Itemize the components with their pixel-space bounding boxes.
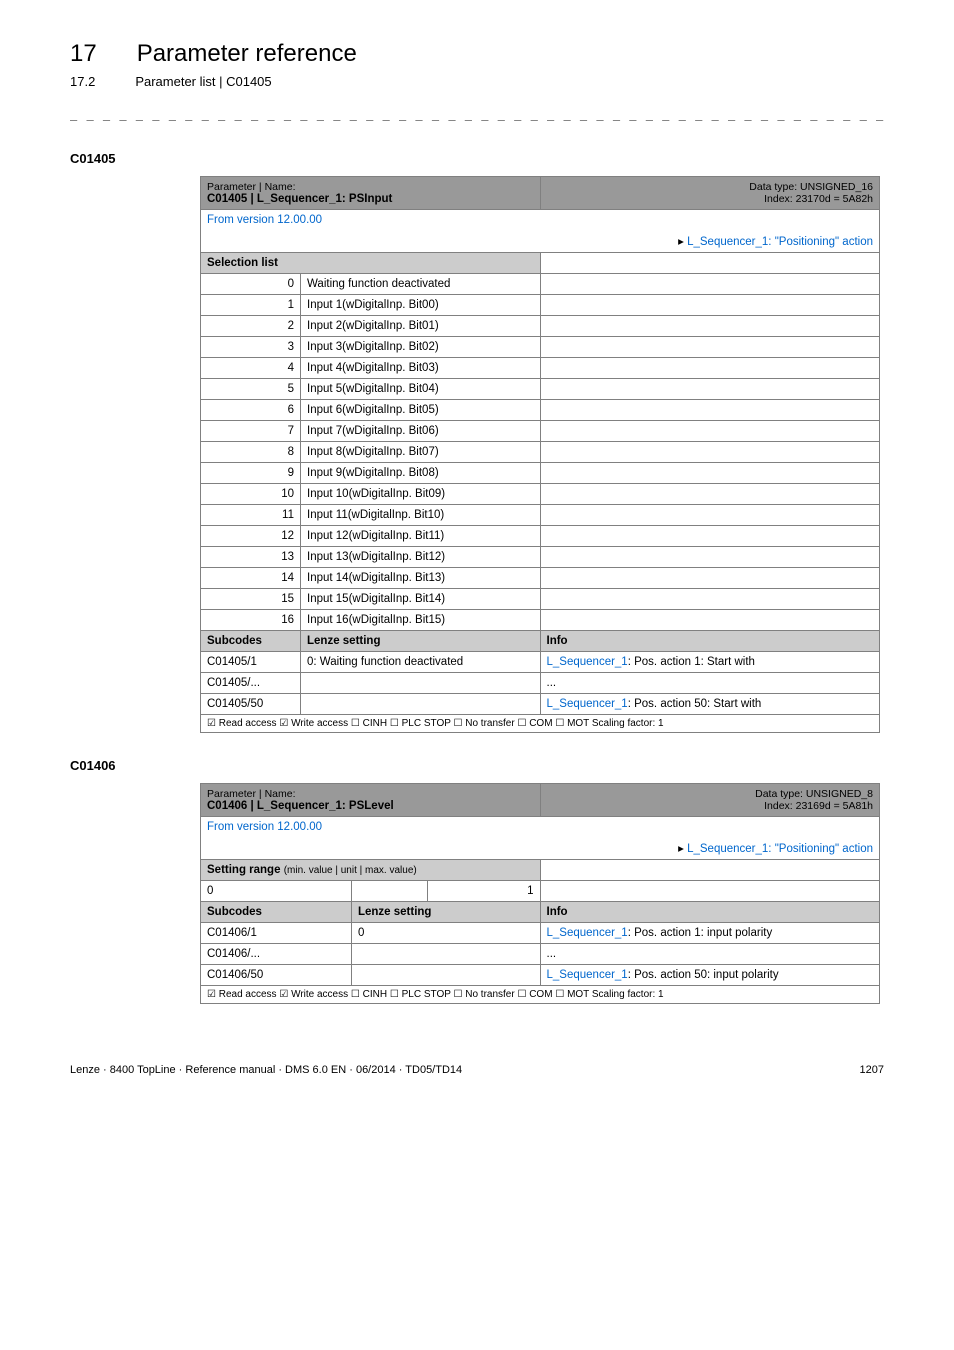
c01406-heading: C01406 bbox=[70, 758, 884, 773]
selection-index: 11 bbox=[201, 505, 301, 526]
info-cell: ... bbox=[540, 944, 880, 965]
info-cell: ... bbox=[540, 673, 880, 694]
selection-value: Input 14(wDigitalInp. Bit13) bbox=[301, 568, 541, 589]
setting-range-label: Setting range bbox=[207, 864, 284, 876]
lenze-setting: 0: Waiting function deactivated bbox=[301, 652, 541, 673]
lenze-setting bbox=[301, 694, 541, 715]
selection-value: Input 10(wDigitalInp. Bit09) bbox=[301, 484, 541, 505]
chapter-number: 17 bbox=[70, 40, 97, 68]
selection-index: 5 bbox=[201, 379, 301, 400]
selection-value: Input 4(wDigitalInp. Bit03) bbox=[301, 358, 541, 379]
param-name: C01406 | L_Sequencer_1: PSLevel bbox=[207, 800, 394, 812]
selection-index: 9 bbox=[201, 463, 301, 484]
selection-value: Input 11(wDigitalInp. Bit10) bbox=[301, 505, 541, 526]
triangle-icon: ▸ bbox=[678, 236, 687, 248]
selection-value: Input 15(wDigitalInp. Bit14) bbox=[301, 589, 541, 610]
positioning-link[interactable]: L_Sequencer_1: "Positioning" action bbox=[687, 843, 873, 855]
param-name: C01405 | L_Sequencer_1: PSInput bbox=[207, 193, 392, 205]
selection-value: Input 5(wDigitalInp. Bit04) bbox=[301, 379, 541, 400]
footer-left: Lenze · 8400 TopLine · Reference manual … bbox=[70, 1064, 462, 1076]
selection-index: 12 bbox=[201, 526, 301, 547]
selection-index: 16 bbox=[201, 610, 301, 631]
selection-index: 14 bbox=[201, 568, 301, 589]
datatype: Data type: UNSIGNED_8 bbox=[755, 788, 873, 800]
selection-value: Waiting function deactivated bbox=[301, 274, 541, 295]
range-max: 1 bbox=[427, 881, 540, 902]
divider-dashes: _ _ _ _ _ _ _ _ _ _ _ _ _ _ _ _ _ _ _ _ … bbox=[70, 107, 884, 121]
param-label: Parameter | Name: bbox=[207, 181, 296, 193]
selection-value: Input 13(wDigitalInp. Bit12) bbox=[301, 547, 541, 568]
selection-list-header: Selection list bbox=[201, 253, 541, 274]
selection-value: Input 16(wDigitalInp. Bit15) bbox=[301, 610, 541, 631]
footer-page-number: 1207 bbox=[860, 1064, 884, 1076]
lenze-setting bbox=[351, 965, 540, 986]
chapter-title: Parameter reference bbox=[137, 40, 357, 68]
section-title: Parameter list | C01405 bbox=[135, 74, 271, 89]
selection-value: Input 3(wDigitalInp. Bit02) bbox=[301, 337, 541, 358]
selection-value: Input 1(wDigitalInp. Bit00) bbox=[301, 295, 541, 316]
datatype: Data type: UNSIGNED_16 bbox=[749, 181, 873, 193]
info-cell: L_Sequencer_1: Pos. action 50: input pol… bbox=[540, 965, 880, 986]
triangle-icon: ▸ bbox=[678, 843, 687, 855]
access-footer: ☑ Read access ☑ Write access ☐ CINH ☐ PL… bbox=[201, 986, 880, 1004]
subcode: C01405/1 bbox=[201, 652, 301, 673]
version-link[interactable]: From version 12.00.00 bbox=[207, 821, 322, 833]
subcode: C01405/... bbox=[201, 673, 301, 694]
sequencer-link[interactable]: L_Sequencer_1 bbox=[547, 927, 628, 939]
positioning-link[interactable]: L_Sequencer_1: "Positioning" action bbox=[687, 236, 873, 248]
index: Index: 23169d = 5A81h bbox=[764, 800, 873, 812]
sequencer-link[interactable]: L_Sequencer_1 bbox=[547, 656, 628, 668]
sequencer-link[interactable]: L_Sequencer_1 bbox=[547, 698, 628, 710]
selection-index: 7 bbox=[201, 421, 301, 442]
selection-index: 15 bbox=[201, 589, 301, 610]
range-min: 0 bbox=[201, 881, 352, 902]
info-cell: L_Sequencer_1: Pos. action 1: Start with bbox=[540, 652, 880, 673]
subcode: C01406/... bbox=[201, 944, 352, 965]
selection-index: 3 bbox=[201, 337, 301, 358]
selection-value: Input 12(wDigitalInp. Bit11) bbox=[301, 526, 541, 547]
c01405-table: Parameter | Name: C01405 | L_Sequencer_1… bbox=[200, 176, 880, 733]
subcode: C01406/50 bbox=[201, 965, 352, 986]
selection-value: Input 7(wDigitalInp. Bit06) bbox=[301, 421, 541, 442]
sequencer-link[interactable]: L_Sequencer_1 bbox=[547, 969, 628, 981]
lenze-setting bbox=[301, 673, 541, 694]
subcode: C01405/50 bbox=[201, 694, 301, 715]
c01405-heading: C01405 bbox=[70, 151, 884, 166]
lenze-setting bbox=[351, 944, 540, 965]
info-header: Info bbox=[540, 902, 880, 923]
selection-index: 1 bbox=[201, 295, 301, 316]
section-number: 17.2 bbox=[70, 74, 95, 89]
info-cell: L_Sequencer_1: Pos. action 50: Start wit… bbox=[540, 694, 880, 715]
subcodes-header: Subcodes bbox=[201, 631, 301, 652]
selection-index: 0 bbox=[201, 274, 301, 295]
lenze-header: Lenze setting bbox=[301, 631, 541, 652]
lenze-header: Lenze setting bbox=[351, 902, 540, 923]
selection-index: 6 bbox=[201, 400, 301, 421]
access-footer: ☑ Read access ☑ Write access ☐ CINH ☐ PL… bbox=[201, 715, 880, 733]
selection-index: 2 bbox=[201, 316, 301, 337]
lenze-setting: 0 bbox=[351, 923, 540, 944]
subcodes-header: Subcodes bbox=[201, 902, 352, 923]
info-header: Info bbox=[540, 631, 880, 652]
selection-index: 4 bbox=[201, 358, 301, 379]
selection-value: Input 8(wDigitalInp. Bit07) bbox=[301, 442, 541, 463]
index: Index: 23170d = 5A82h bbox=[764, 193, 873, 205]
selection-value: Input 2(wDigitalInp. Bit01) bbox=[301, 316, 541, 337]
version-link[interactable]: From version 12.00.00 bbox=[207, 214, 322, 226]
selection-index: 10 bbox=[201, 484, 301, 505]
selection-index: 13 bbox=[201, 547, 301, 568]
subcode: C01406/1 bbox=[201, 923, 352, 944]
selection-value: Input 9(wDigitalInp. Bit08) bbox=[301, 463, 541, 484]
c01406-table: Parameter | Name: C01406 | L_Sequencer_1… bbox=[200, 783, 880, 1004]
param-label: Parameter | Name: bbox=[207, 788, 296, 800]
info-cell: L_Sequencer_1: Pos. action 1: input pola… bbox=[540, 923, 880, 944]
selection-value: Input 6(wDigitalInp. Bit05) bbox=[301, 400, 541, 421]
selection-index: 8 bbox=[201, 442, 301, 463]
